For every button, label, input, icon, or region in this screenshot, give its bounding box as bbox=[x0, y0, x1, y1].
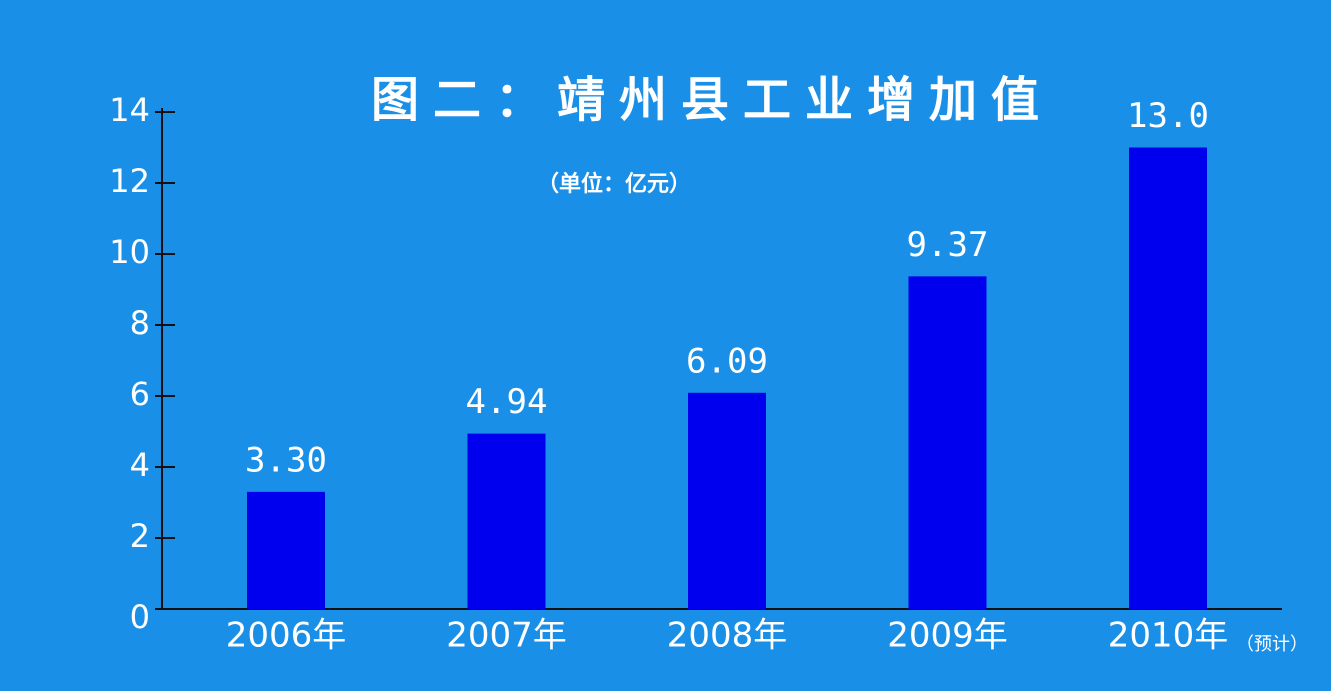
y-tick-label: 0 bbox=[130, 598, 150, 636]
x-tick-label: 2006年 bbox=[226, 616, 347, 656]
chart-subtitle: （单位：亿元） bbox=[537, 171, 691, 197]
value-label: 4.94 bbox=[466, 382, 548, 422]
value-label: 13.0 bbox=[1127, 96, 1209, 136]
value-label: 6.09 bbox=[686, 341, 768, 381]
x-tick-label: 2009年 bbox=[887, 616, 1008, 656]
y-tick-label: 2 bbox=[130, 517, 150, 555]
y-tick-label: 12 bbox=[109, 162, 150, 200]
chart-title: 图二：靖州县工业增加值 bbox=[371, 72, 1053, 128]
bar bbox=[1129, 147, 1207, 609]
bar bbox=[247, 491, 325, 609]
bar bbox=[908, 276, 987, 609]
y-tick-label: 8 bbox=[130, 304, 150, 342]
y-tick-label: 14 bbox=[109, 91, 150, 129]
bar bbox=[688, 392, 766, 609]
x-tick-label: 2007年 bbox=[446, 616, 567, 656]
y-tick-label: 6 bbox=[130, 375, 150, 413]
value-label: 3.30 bbox=[245, 440, 327, 480]
y-tick-label: 4 bbox=[130, 446, 150, 484]
x-tick-label: 2008年 bbox=[667, 616, 788, 656]
y-tick-label: 10 bbox=[109, 233, 150, 271]
value-label: 9.37 bbox=[907, 225, 989, 265]
x-annotation: （预计） bbox=[1236, 634, 1308, 655]
x-tick-label: 2010年 bbox=[1108, 616, 1229, 656]
bar bbox=[467, 433, 546, 609]
